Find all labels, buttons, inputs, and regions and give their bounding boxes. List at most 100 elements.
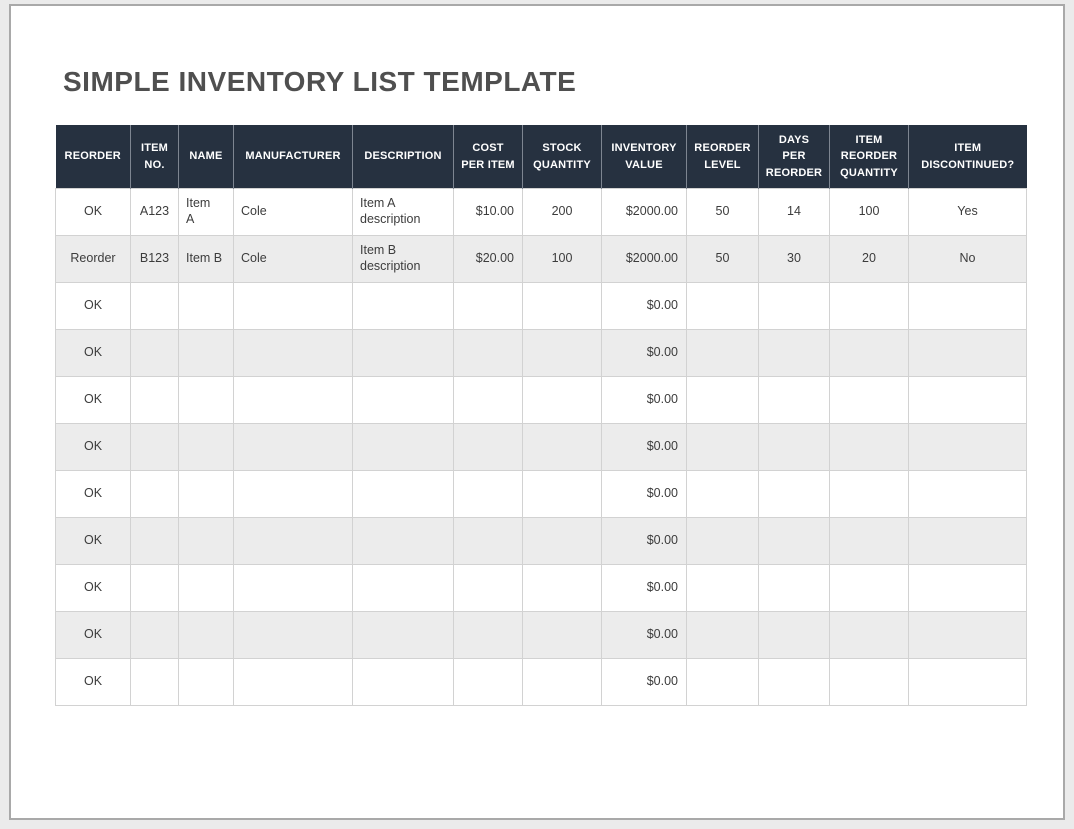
cell-days-per-reorder[interactable] bbox=[758, 282, 830, 330]
cell-description[interactable] bbox=[352, 517, 454, 565]
cell-name[interactable] bbox=[178, 470, 234, 518]
cell-reorder[interactable]: OK bbox=[55, 423, 131, 471]
cell-description[interactable] bbox=[352, 282, 454, 330]
cell-item-reorder-quantity[interactable]: 20 bbox=[829, 235, 909, 283]
cell-days-per-reorder[interactable] bbox=[758, 517, 830, 565]
cell-item-discontinued[interactable] bbox=[908, 658, 1027, 706]
cell-item-reorder-quantity[interactable] bbox=[829, 282, 909, 330]
cell-item-no[interactable] bbox=[130, 658, 179, 706]
cell-description[interactable] bbox=[352, 611, 454, 659]
cell-reorder[interactable]: OK bbox=[55, 564, 131, 612]
cell-name[interactable] bbox=[178, 329, 234, 377]
cell-name[interactable] bbox=[178, 658, 234, 706]
cell-item-discontinued[interactable] bbox=[908, 517, 1027, 565]
cell-days-per-reorder[interactable] bbox=[758, 564, 830, 612]
cell-item-reorder-quantity[interactable] bbox=[829, 376, 909, 424]
cell-item-reorder-quantity[interactable] bbox=[829, 517, 909, 565]
cell-stock-quantity[interactable] bbox=[522, 658, 602, 706]
cell-cost-per-item[interactable] bbox=[453, 517, 523, 565]
cell-days-per-reorder[interactable]: 30 bbox=[758, 235, 830, 283]
cell-item-no[interactable] bbox=[130, 517, 179, 565]
cell-reorder-level[interactable] bbox=[686, 564, 759, 612]
cell-reorder-level[interactable] bbox=[686, 658, 759, 706]
cell-manufacturer[interactable]: Cole bbox=[233, 235, 353, 283]
cell-inventory-value[interactable]: $0.00 bbox=[601, 517, 687, 565]
cell-stock-quantity[interactable] bbox=[522, 376, 602, 424]
cell-stock-quantity[interactable] bbox=[522, 564, 602, 612]
cell-reorder[interactable]: OK bbox=[55, 329, 131, 377]
cell-reorder-level[interactable]: 50 bbox=[686, 235, 759, 283]
cell-reorder-level[interactable] bbox=[686, 470, 759, 518]
cell-reorder[interactable]: OK bbox=[55, 658, 131, 706]
cell-item-discontinued[interactable] bbox=[908, 564, 1027, 612]
cell-reorder-level[interactable] bbox=[686, 329, 759, 377]
cell-item-reorder-quantity[interactable] bbox=[829, 658, 909, 706]
cell-cost-per-item[interactable]: $10.00 bbox=[453, 188, 523, 236]
cell-inventory-value[interactable]: $0.00 bbox=[601, 611, 687, 659]
cell-manufacturer[interactable] bbox=[233, 282, 353, 330]
cell-manufacturer[interactable] bbox=[233, 611, 353, 659]
cell-stock-quantity[interactable] bbox=[522, 282, 602, 330]
cell-description[interactable]: Item A description bbox=[352, 188, 454, 236]
cell-manufacturer[interactable]: Cole bbox=[233, 188, 353, 236]
cell-reorder-level[interactable] bbox=[686, 376, 759, 424]
cell-description[interactable] bbox=[352, 376, 454, 424]
cell-inventory-value[interactable]: $0.00 bbox=[601, 470, 687, 518]
cell-reorder[interactable]: OK bbox=[55, 470, 131, 518]
cell-days-per-reorder[interactable] bbox=[758, 658, 830, 706]
cell-name[interactable]: Item A bbox=[178, 188, 234, 236]
cell-cost-per-item[interactable] bbox=[453, 282, 523, 330]
cell-item-reorder-quantity[interactable]: 100 bbox=[829, 188, 909, 236]
cell-item-no[interactable] bbox=[130, 376, 179, 424]
cell-stock-quantity[interactable]: 100 bbox=[522, 235, 602, 283]
cell-name[interactable] bbox=[178, 564, 234, 612]
cell-reorder-level[interactable]: 50 bbox=[686, 188, 759, 236]
cell-manufacturer[interactable] bbox=[233, 376, 353, 424]
cell-days-per-reorder[interactable] bbox=[758, 376, 830, 424]
cell-description[interactable] bbox=[352, 423, 454, 471]
cell-cost-per-item[interactable] bbox=[453, 658, 523, 706]
cell-reorder-level[interactable] bbox=[686, 611, 759, 659]
cell-item-discontinued[interactable] bbox=[908, 376, 1027, 424]
cell-item-no[interactable] bbox=[130, 423, 179, 471]
cell-inventory-value[interactable]: $0.00 bbox=[601, 564, 687, 612]
cell-manufacturer[interactable] bbox=[233, 329, 353, 377]
cell-cost-per-item[interactable] bbox=[453, 329, 523, 377]
cell-days-per-reorder[interactable] bbox=[758, 423, 830, 471]
cell-item-no[interactable] bbox=[130, 470, 179, 518]
cell-item-no[interactable]: B123 bbox=[130, 235, 179, 283]
cell-name[interactable]: Item B bbox=[178, 235, 234, 283]
cell-inventory-value[interactable]: $0.00 bbox=[601, 658, 687, 706]
cell-item-discontinued[interactable] bbox=[908, 329, 1027, 377]
cell-name[interactable] bbox=[178, 611, 234, 659]
cell-description[interactable] bbox=[352, 329, 454, 377]
cell-item-discontinued[interactable]: Yes bbox=[908, 188, 1027, 236]
cell-stock-quantity[interactable] bbox=[522, 517, 602, 565]
cell-reorder[interactable]: OK bbox=[55, 376, 131, 424]
cell-manufacturer[interactable] bbox=[233, 423, 353, 471]
cell-item-reorder-quantity[interactable] bbox=[829, 423, 909, 471]
cell-name[interactable] bbox=[178, 282, 234, 330]
cell-item-no[interactable] bbox=[130, 329, 179, 377]
cell-days-per-reorder[interactable] bbox=[758, 470, 830, 518]
cell-stock-quantity[interactable] bbox=[522, 329, 602, 377]
cell-cost-per-item[interactable] bbox=[453, 564, 523, 612]
cell-reorder[interactable]: OK bbox=[55, 282, 131, 330]
cell-reorder-level[interactable] bbox=[686, 517, 759, 565]
cell-reorder-level[interactable] bbox=[686, 282, 759, 330]
cell-name[interactable] bbox=[178, 517, 234, 565]
cell-item-no[interactable] bbox=[130, 564, 179, 612]
cell-manufacturer[interactable] bbox=[233, 564, 353, 612]
cell-days-per-reorder[interactable] bbox=[758, 329, 830, 377]
cell-inventory-value[interactable]: $0.00 bbox=[601, 329, 687, 377]
cell-item-discontinued[interactable] bbox=[908, 282, 1027, 330]
cell-manufacturer[interactable] bbox=[233, 517, 353, 565]
cell-item-discontinued[interactable] bbox=[908, 611, 1027, 659]
cell-item-reorder-quantity[interactable] bbox=[829, 611, 909, 659]
cell-inventory-value[interactable]: $0.00 bbox=[601, 423, 687, 471]
cell-description[interactable] bbox=[352, 658, 454, 706]
cell-item-reorder-quantity[interactable] bbox=[829, 564, 909, 612]
cell-reorder-level[interactable] bbox=[686, 423, 759, 471]
cell-reorder[interactable]: OK bbox=[55, 517, 131, 565]
cell-stock-quantity[interactable] bbox=[522, 423, 602, 471]
